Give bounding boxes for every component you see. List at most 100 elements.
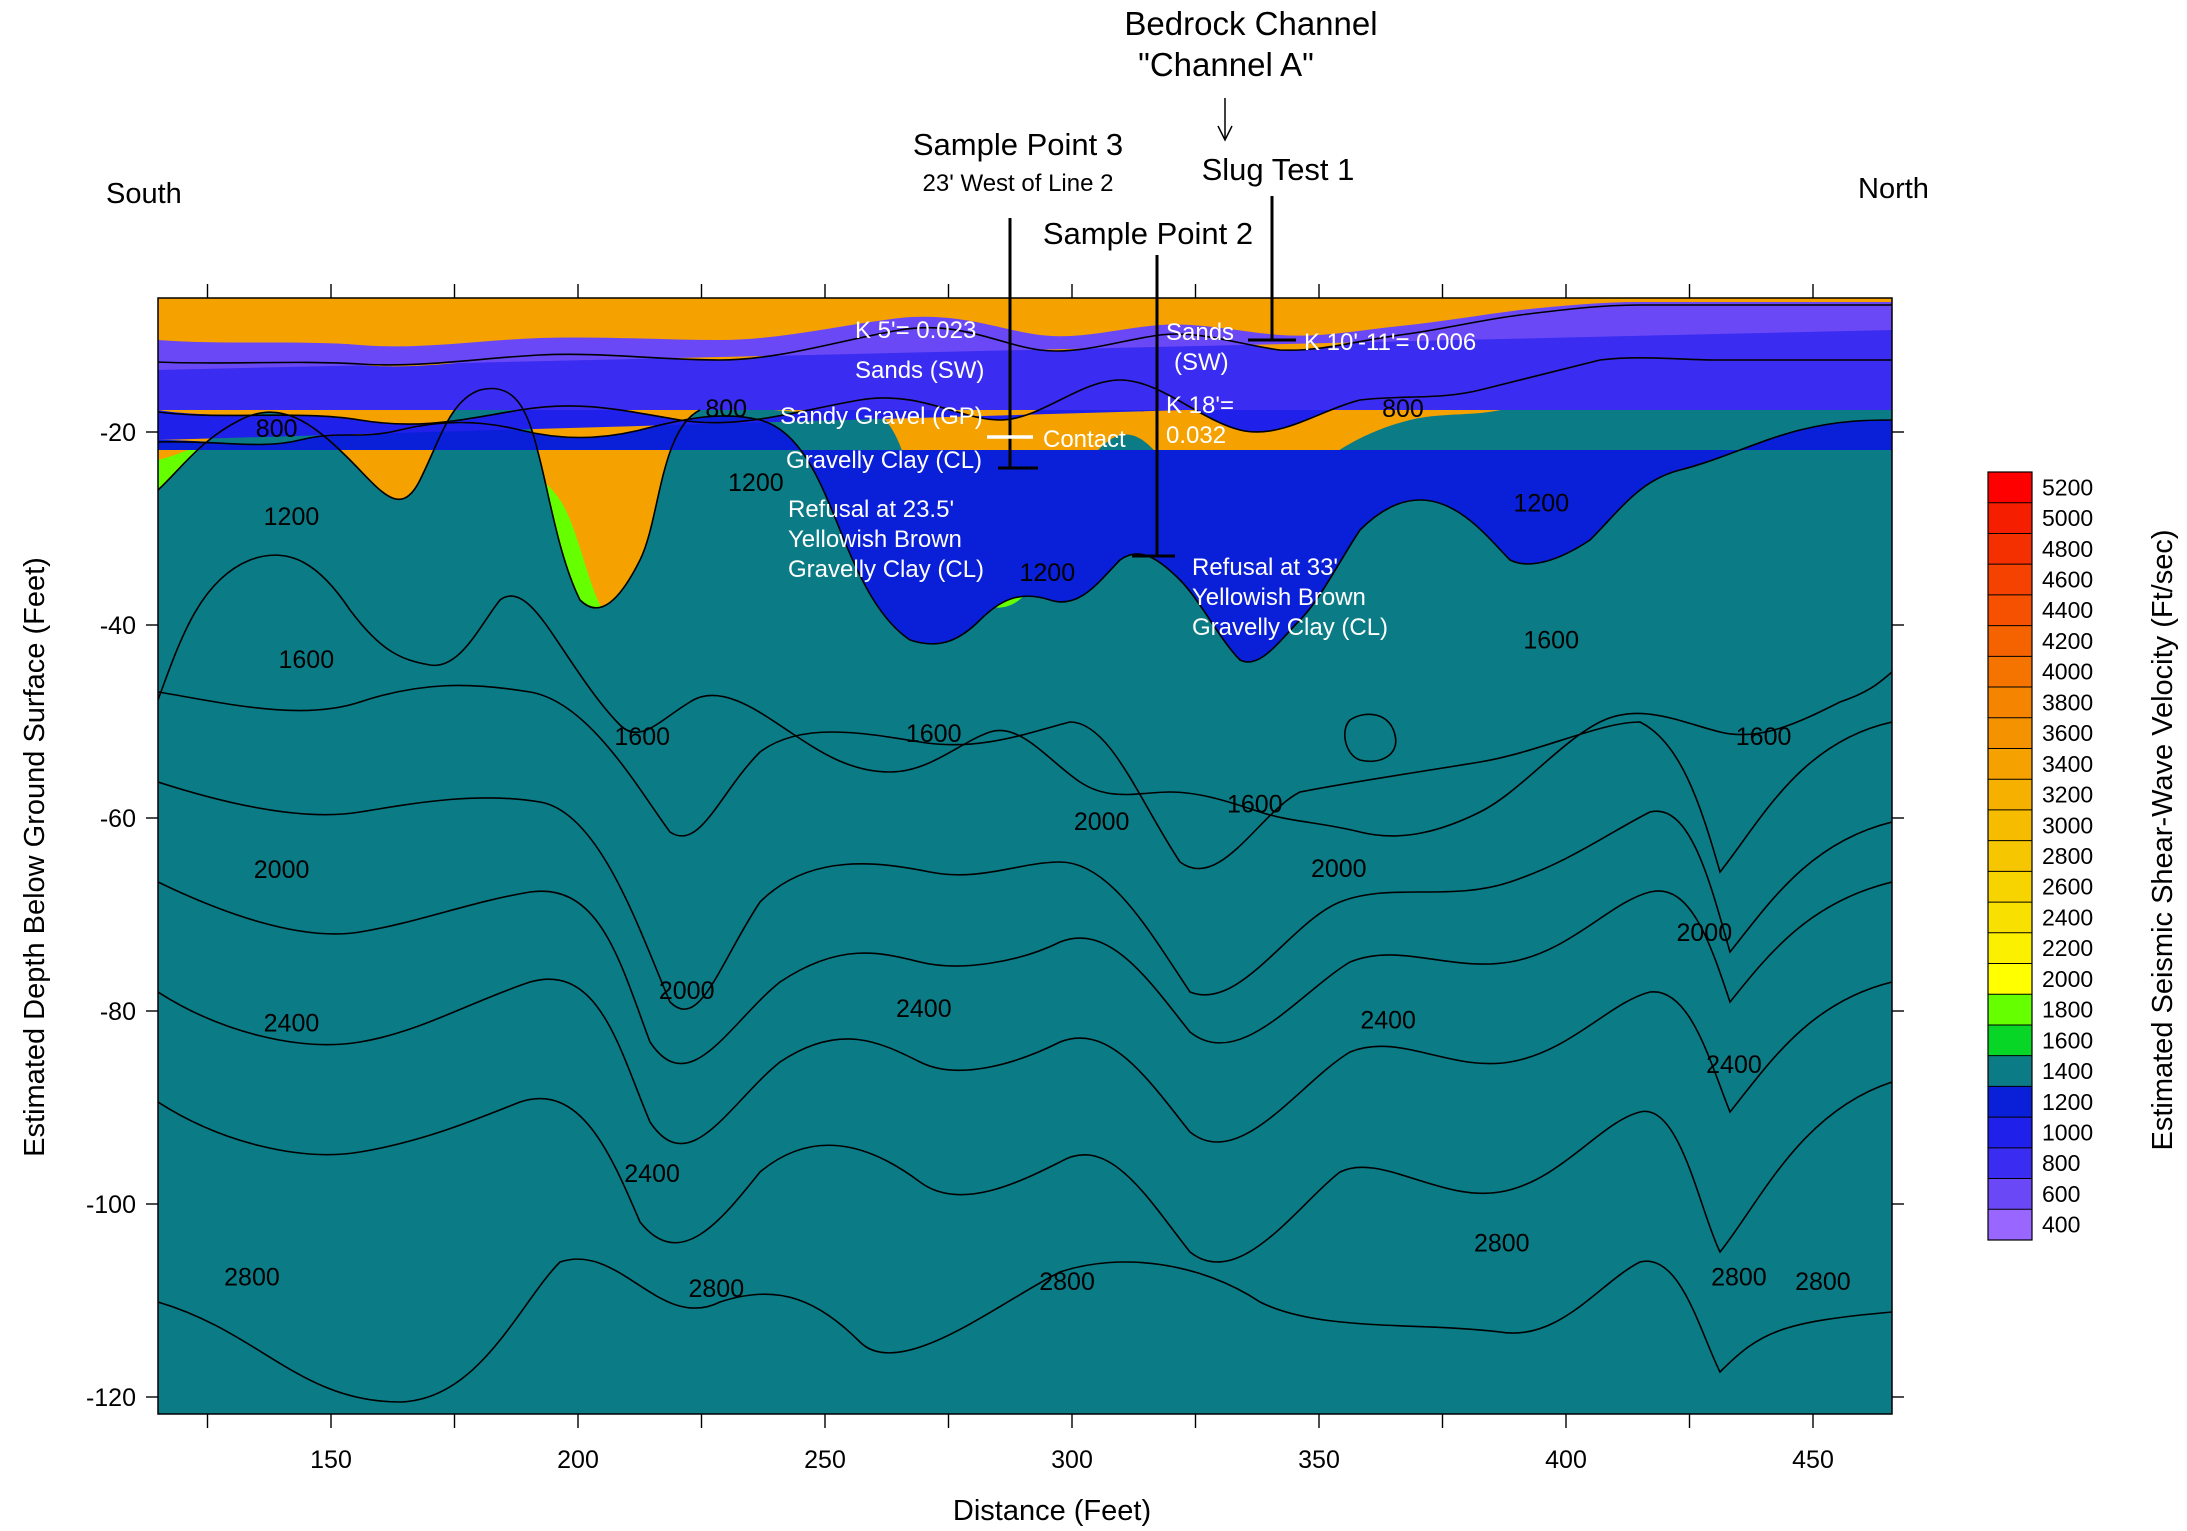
label-sample-point-3-note: 23' West of Line 2: [923, 170, 1114, 197]
x-tick-label: 400: [1545, 1446, 1587, 1474]
contour-label: 2800: [689, 1275, 745, 1303]
legend-label: 400: [2042, 1212, 2080, 1238]
x-tick-label: 250: [804, 1446, 846, 1474]
annotation-k10: K 10'-11'= 0.006: [1304, 329, 1476, 356]
legend-swatch: [1988, 564, 2032, 596]
contour-label: 2800: [1795, 1268, 1851, 1296]
contour-label: 1600: [1523, 626, 1579, 654]
contour-label: 2000: [1311, 855, 1367, 883]
contour-label: 800: [1382, 395, 1424, 423]
contour-label: 1600: [614, 723, 670, 751]
label-slug-test-1: Slug Test 1: [1202, 152, 1355, 187]
annotation-gravelly-clay-left-2: Gravelly Clay (CL): [788, 556, 984, 583]
contour-label: 1600: [1227, 791, 1283, 819]
legend-swatch: [1988, 748, 2032, 780]
x-tick-label: 450: [1792, 1446, 1834, 1474]
legend-label: 1200: [2042, 1089, 2093, 1115]
contour-label: 2000: [254, 856, 310, 884]
annotation-sands: Sands: [1166, 319, 1234, 346]
legend-swatch: [1988, 963, 2032, 995]
label-sample-point-3: Sample Point 3: [913, 127, 1123, 162]
annotation-contact: Contact: [1043, 426, 1126, 453]
x-tick-label: 200: [557, 1446, 599, 1474]
annotation-k18-value: 0.032: [1166, 422, 1226, 449]
contour-label: 2000: [1074, 808, 1130, 836]
x-tick-label: 150: [310, 1446, 352, 1474]
legend-swatch: [1988, 1209, 2032, 1241]
annotation-k18: K 18'=: [1166, 392, 1234, 419]
legend-label: 1000: [2042, 1119, 2093, 1145]
contour-labels: 800 800 800 1200 1200 1200 1200 1600 1600 1600 160…: [224, 395, 1851, 1303]
legend-label: 1800: [2042, 997, 2093, 1023]
band-1400-island: [1344, 714, 1396, 762]
boreholes: [998, 196, 1296, 558]
contour-label: 800: [256, 415, 298, 443]
contour-line: [158, 387, 701, 609]
title-bedrock-channel: Bedrock Channel: [1124, 5, 1377, 42]
legend-swatch: [1988, 1024, 2032, 1057]
legend-label: 5200: [2042, 474, 2093, 500]
contour-label: 2400: [264, 1010, 320, 1038]
contour-line: [1344, 713, 1397, 762]
legend-label: 1600: [2042, 1027, 2093, 1053]
contour-line: [158, 781, 1892, 1010]
contour-label: 2800: [224, 1263, 280, 1291]
contour-line: [158, 978, 1892, 1145]
contour-label: 1600: [906, 720, 962, 748]
legend-swatch: [1988, 594, 2032, 627]
legend-label: 2800: [2042, 843, 2093, 869]
annotation-k5: K 5'= 0.023: [855, 317, 976, 344]
legend-swatch: [1988, 1178, 2032, 1210]
band-600: [158, 302, 1892, 370]
x-axis-label: Distance (Feet): [953, 1495, 1151, 1526]
legend-swatch: [1988, 932, 2032, 965]
legend-swatch: [1988, 809, 2032, 842]
contour-label: 1600: [278, 646, 334, 674]
label-south: South: [106, 178, 182, 210]
legend-swatch: [1988, 840, 2032, 872]
legend-swatch: [1988, 1055, 2032, 1087]
channel-arrow: [1217, 98, 1233, 142]
annotation-gravelly-clay-left: Gravelly Clay (CL): [786, 447, 982, 474]
x-tick-label: 300: [1051, 1446, 1093, 1474]
legend-swatch: [1988, 533, 2032, 565]
legend-swatch: [1988, 472, 2032, 504]
label-north: North: [1858, 173, 1929, 205]
legend-label: 4200: [2042, 628, 2093, 654]
annotation-refusal-23: Refusal at 23.5': [788, 496, 954, 523]
y-axis-label: Estimated Depth Below Ground Surface (Fe…: [19, 557, 51, 1157]
legend-swatch: [1988, 1086, 2032, 1118]
annotation-refusal-33: Refusal at 33': [1192, 554, 1338, 581]
y-tick-label: -80: [100, 998, 136, 1026]
legend-swatch: [1988, 871, 2032, 903]
velocity-bands: [158, 302, 1892, 1414]
contour-line: [158, 554, 1892, 837]
contour-line: [158, 881, 1892, 1065]
legend-swatch: [1988, 779, 2032, 811]
band-1000: [158, 343, 1892, 440]
axes: 150 200 250 300 350 400 450 -20 -40 -60 -80 -100 -12…: [86, 284, 1904, 1474]
contour-label: 2000: [659, 977, 715, 1005]
legend-label: 4600: [2042, 567, 2093, 593]
contour-label: 2400: [896, 995, 952, 1023]
legend-label: 2600: [2042, 874, 2093, 900]
legend-swatch: [1988, 1147, 2032, 1180]
legend-label: 800: [2042, 1150, 2080, 1176]
contour-lines: [158, 304, 1892, 1403]
y-tick-label: -40: [100, 612, 136, 640]
legend-label: 3000: [2042, 812, 2093, 838]
legend-label: 4000: [2042, 659, 2093, 685]
label-sample-point-2: Sample Point 2: [1043, 216, 1253, 251]
legend-label: 600: [2042, 1181, 2080, 1207]
legend-label: 3800: [2042, 689, 2093, 715]
title-channel-a: "Channel A": [1138, 46, 1314, 83]
contour-label: 2400: [1360, 1007, 1416, 1035]
x-tick-label: 350: [1298, 1446, 1340, 1474]
contour-line: [158, 1258, 1892, 1403]
contour-label: 2800: [1711, 1263, 1767, 1291]
annotation-yellowish-left: Yellowish Brown: [788, 526, 962, 553]
annotation-sw: (SW): [1174, 349, 1229, 376]
annotation-sandy-gravel: Sandy Gravel (GP): [780, 403, 983, 430]
